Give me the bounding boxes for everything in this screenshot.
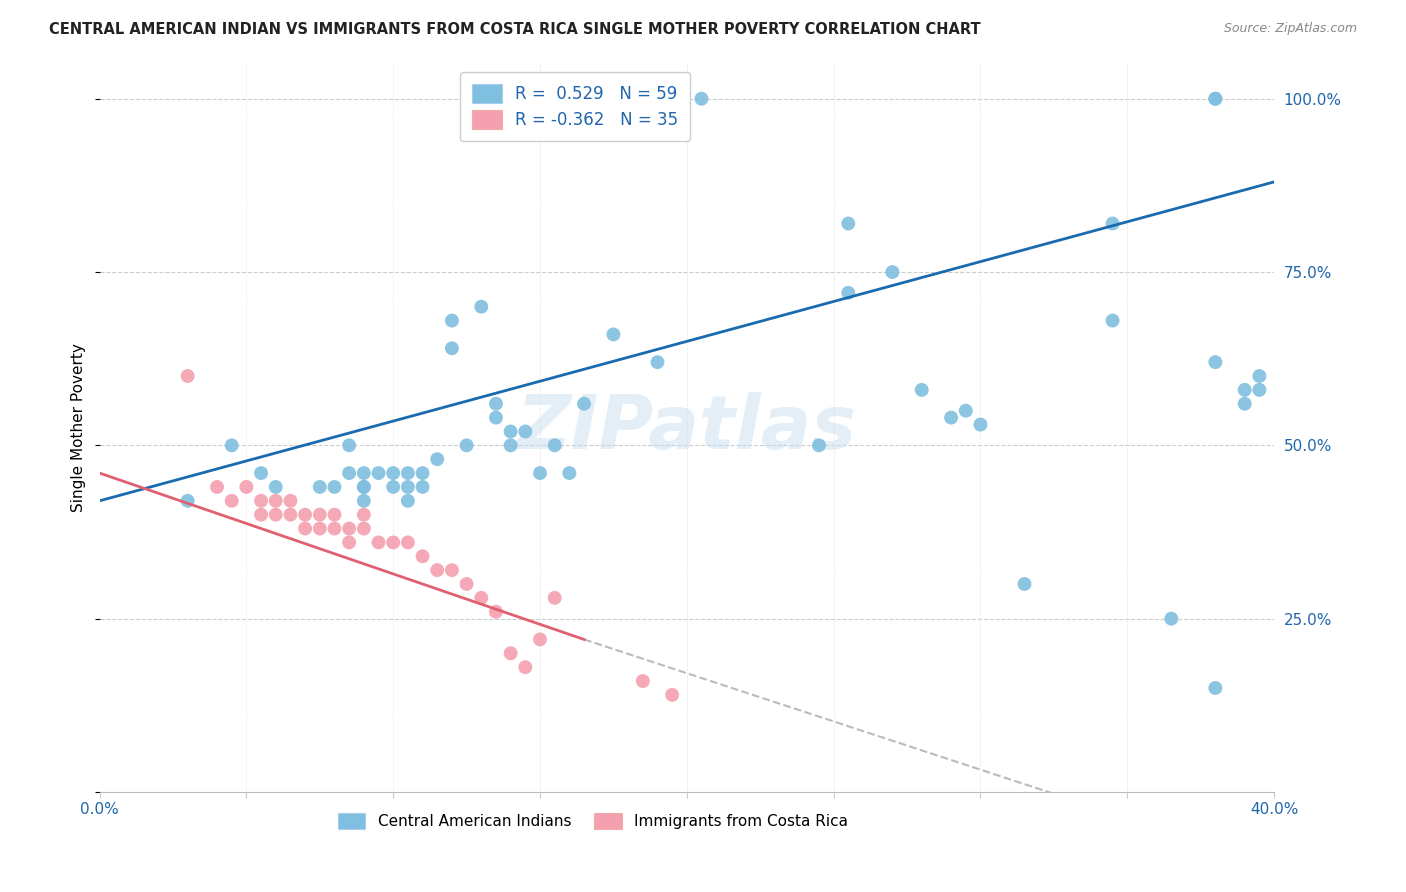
Point bbox=[205, 480, 228, 494]
Point bbox=[308, 508, 330, 522]
Point bbox=[572, 397, 595, 411]
Point bbox=[499, 646, 522, 660]
Point bbox=[456, 438, 478, 452]
Point bbox=[440, 313, 463, 327]
Point bbox=[353, 522, 375, 536]
Point bbox=[250, 508, 273, 522]
Point bbox=[690, 92, 713, 106]
Point bbox=[396, 466, 419, 480]
Point bbox=[647, 355, 669, 369]
Text: Source: ZipAtlas.com: Source: ZipAtlas.com bbox=[1223, 22, 1357, 36]
Point bbox=[470, 300, 492, 314]
Point bbox=[426, 563, 449, 577]
Point bbox=[323, 508, 346, 522]
Point bbox=[221, 438, 243, 452]
Point bbox=[1249, 383, 1271, 397]
Point bbox=[412, 549, 434, 564]
Point bbox=[631, 673, 654, 688]
Text: CENTRAL AMERICAN INDIAN VS IMMIGRANTS FROM COSTA RICA SINGLE MOTHER POVERTY CORR: CENTRAL AMERICAN INDIAN VS IMMIGRANTS FR… bbox=[49, 22, 981, 37]
Point bbox=[337, 438, 360, 452]
Point bbox=[837, 217, 859, 231]
Point bbox=[426, 452, 449, 467]
Point bbox=[515, 425, 537, 439]
Point bbox=[382, 535, 405, 549]
Point bbox=[280, 508, 302, 522]
Point bbox=[1233, 397, 1256, 411]
Point bbox=[337, 535, 360, 549]
Point bbox=[412, 466, 434, 480]
Point bbox=[661, 688, 683, 702]
Point bbox=[250, 493, 273, 508]
Legend: Central American Indians, Immigrants from Costa Rica: Central American Indians, Immigrants fro… bbox=[332, 807, 853, 835]
Point bbox=[308, 480, 330, 494]
Point bbox=[955, 403, 977, 417]
Point bbox=[235, 480, 257, 494]
Point bbox=[1204, 92, 1226, 106]
Point bbox=[367, 535, 389, 549]
Point bbox=[440, 563, 463, 577]
Point bbox=[353, 493, 375, 508]
Point bbox=[939, 410, 962, 425]
Point bbox=[396, 535, 419, 549]
Point bbox=[529, 632, 551, 647]
Point bbox=[1204, 355, 1226, 369]
Point bbox=[499, 425, 522, 439]
Point bbox=[485, 397, 508, 411]
Point bbox=[499, 438, 522, 452]
Point bbox=[264, 480, 287, 494]
Point bbox=[353, 466, 375, 480]
Point bbox=[176, 493, 198, 508]
Point bbox=[367, 466, 389, 480]
Point bbox=[485, 410, 508, 425]
Point bbox=[250, 466, 273, 480]
Point bbox=[412, 480, 434, 494]
Point bbox=[969, 417, 991, 432]
Point bbox=[837, 285, 859, 300]
Point bbox=[807, 438, 830, 452]
Point bbox=[294, 508, 316, 522]
Point bbox=[1101, 217, 1123, 231]
Point bbox=[353, 480, 375, 494]
Point bbox=[440, 341, 463, 355]
Point bbox=[911, 383, 934, 397]
Point bbox=[1101, 313, 1123, 327]
Point bbox=[382, 480, 405, 494]
Point bbox=[264, 508, 287, 522]
Point bbox=[323, 522, 346, 536]
Point bbox=[1249, 369, 1271, 384]
Point bbox=[544, 438, 567, 452]
Point bbox=[176, 369, 198, 384]
Point bbox=[353, 508, 375, 522]
Point bbox=[353, 480, 375, 494]
Point bbox=[456, 577, 478, 591]
Point bbox=[382, 466, 405, 480]
Point bbox=[1204, 92, 1226, 106]
Point bbox=[1160, 612, 1182, 626]
Point bbox=[308, 522, 330, 536]
Point bbox=[470, 591, 492, 605]
Point bbox=[337, 522, 360, 536]
Point bbox=[264, 493, 287, 508]
Point bbox=[280, 493, 302, 508]
Point bbox=[221, 493, 243, 508]
Point bbox=[882, 265, 904, 279]
Point bbox=[294, 522, 316, 536]
Point bbox=[396, 493, 419, 508]
Point bbox=[337, 466, 360, 480]
Point bbox=[558, 466, 581, 480]
Point bbox=[529, 466, 551, 480]
Point bbox=[1204, 681, 1226, 695]
Point bbox=[631, 92, 654, 106]
Point bbox=[515, 660, 537, 674]
Point bbox=[1233, 383, 1256, 397]
Point bbox=[602, 327, 624, 342]
Point bbox=[323, 480, 346, 494]
Point bbox=[396, 480, 419, 494]
Point bbox=[485, 605, 508, 619]
Y-axis label: Single Mother Poverty: Single Mother Poverty bbox=[72, 343, 86, 512]
Point bbox=[1014, 577, 1036, 591]
Point bbox=[544, 591, 567, 605]
Text: ZIPatlas: ZIPatlas bbox=[517, 392, 856, 465]
